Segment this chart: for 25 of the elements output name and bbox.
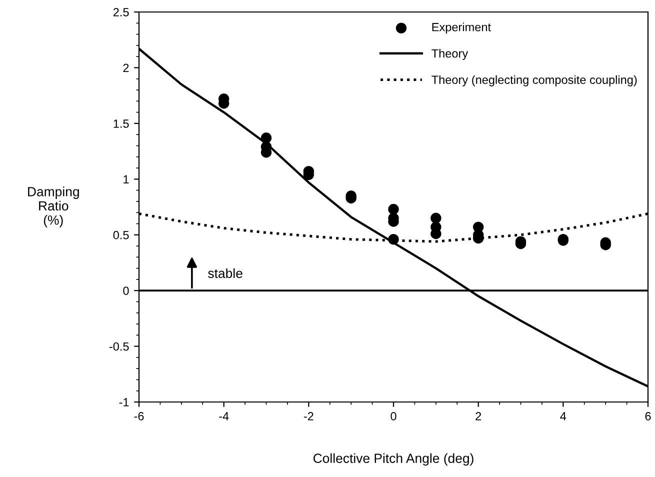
y-tick-label: 0.5 [113, 230, 129, 240]
x-axis-title: Collective Pitch Angle (deg) [314, 453, 474, 466]
x-tick-label: 0 [390, 412, 396, 420]
y-tick-label: 0 [123, 286, 129, 295]
legend-label: Experiment [432, 22, 491, 34]
y-tick-label: 2.5 [113, 8, 129, 16]
y-tick-label: -1 [119, 398, 129, 406]
y-tick-label: 2 [123, 64, 129, 72]
y-tick-label: 1 [124, 175, 129, 184]
x-tick-label: -4 [219, 412, 229, 420]
point [388, 234, 399, 245]
annotation: stable [208, 268, 242, 278]
y-axis-title: Damping Ratio (%) [28, 186, 79, 228]
x-tick-label: -2 [304, 412, 314, 420]
y-tick-label: -0.5 [109, 342, 129, 351]
x-tick-label: 2 [476, 412, 482, 420]
legend-label: Theory (neglecting composite coupling) [432, 75, 637, 86]
point [430, 212, 442, 224]
point [388, 204, 399, 215]
y-tick-label: 1.5 [114, 120, 129, 128]
point [260, 132, 272, 144]
legend-label: Theory [432, 48, 468, 60]
x-tick-label: 4 [560, 412, 566, 420]
x-tick-label: 6 [645, 412, 651, 420]
x-tick-label: -6 [134, 412, 144, 420]
